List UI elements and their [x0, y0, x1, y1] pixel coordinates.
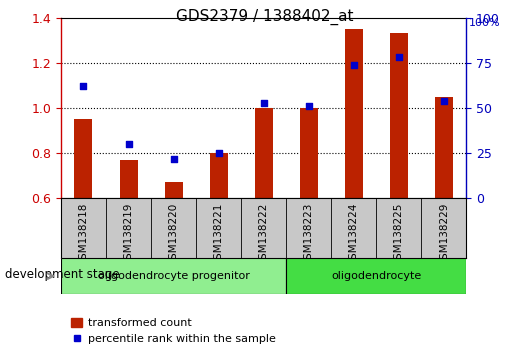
- Point: [304, 103, 313, 109]
- Text: GSM138219: GSM138219: [123, 203, 134, 267]
- Point: [394, 55, 403, 60]
- Text: GSM138225: GSM138225: [394, 203, 404, 267]
- Bar: [286, 258, 466, 294]
- Bar: [61, 258, 286, 294]
- Bar: [254, 108, 272, 198]
- Point: [80, 84, 88, 89]
- Bar: [164, 182, 182, 198]
- Text: GSM138220: GSM138220: [169, 203, 179, 266]
- Bar: [209, 153, 228, 198]
- Text: GSM138222: GSM138222: [259, 203, 269, 267]
- Text: development stage: development stage: [5, 268, 120, 281]
- Bar: [390, 34, 408, 198]
- Bar: [119, 160, 138, 198]
- Point: [169, 156, 178, 161]
- Text: GSM138224: GSM138224: [349, 203, 359, 267]
- Point: [350, 62, 358, 68]
- Legend: transformed count, percentile rank within the sample: transformed count, percentile rank withi…: [66, 314, 280, 348]
- Text: GDS2379 / 1388402_at: GDS2379 / 1388402_at: [176, 9, 354, 25]
- Point: [440, 98, 448, 104]
- Text: GSM138223: GSM138223: [304, 203, 314, 267]
- Text: GSM138221: GSM138221: [214, 203, 224, 267]
- Bar: [435, 97, 453, 198]
- Bar: [300, 108, 318, 198]
- Text: GSM138218: GSM138218: [78, 203, 89, 267]
- Bar: [74, 119, 92, 198]
- Point: [124, 141, 132, 147]
- Point: [259, 100, 268, 105]
- Point: [214, 150, 223, 156]
- Text: GSM138229: GSM138229: [439, 203, 449, 267]
- Text: oligodendrocyte: oligodendrocyte: [331, 271, 421, 281]
- Text: 100%: 100%: [469, 18, 501, 28]
- Bar: [344, 29, 363, 198]
- Text: oligodendrocyte progenitor: oligodendrocyte progenitor: [98, 271, 250, 281]
